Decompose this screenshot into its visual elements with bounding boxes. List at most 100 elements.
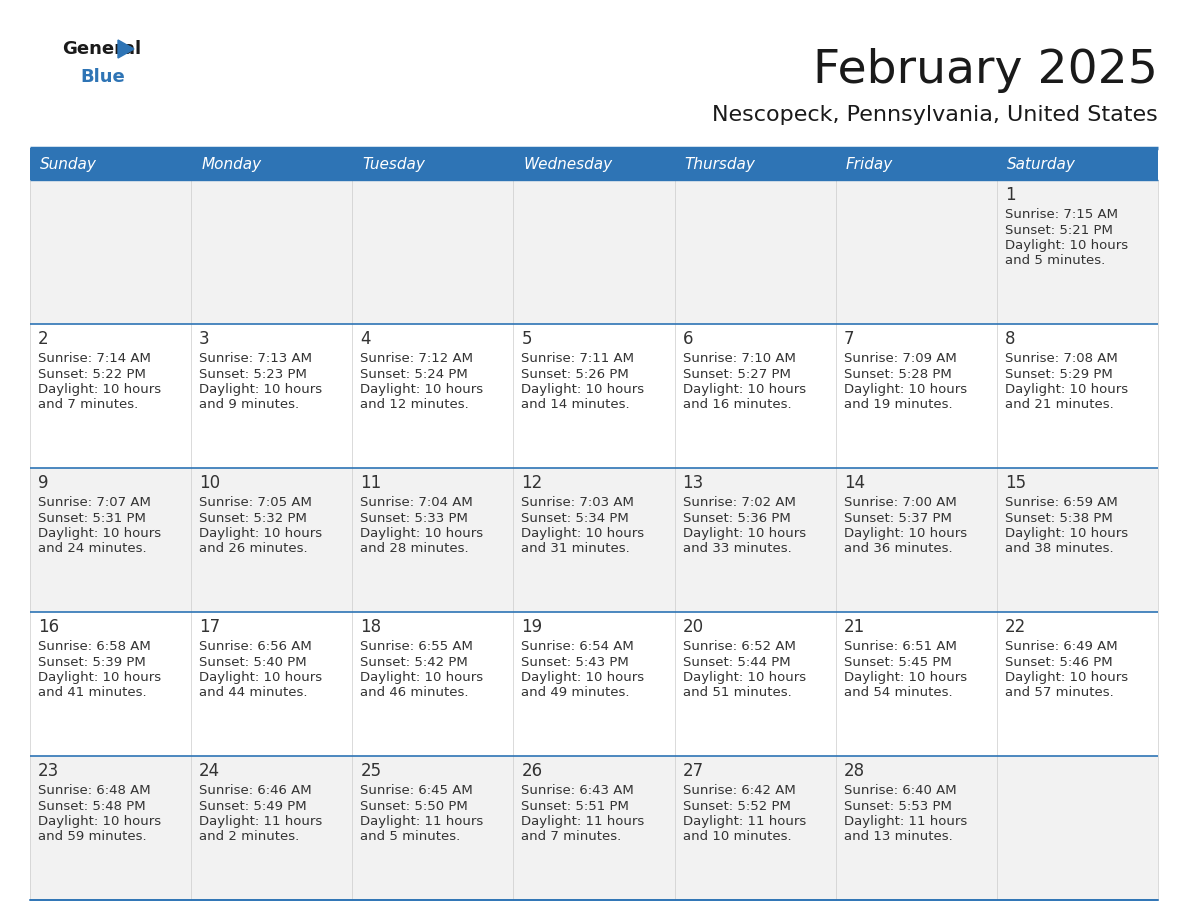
Text: Friday: Friday [846, 156, 893, 172]
Text: and 10 minutes.: and 10 minutes. [683, 831, 791, 844]
Text: and 5 minutes.: and 5 minutes. [1005, 254, 1105, 267]
Text: February 2025: February 2025 [813, 48, 1158, 93]
Text: Daylight: 10 hours: Daylight: 10 hours [360, 671, 484, 684]
Text: Daylight: 10 hours: Daylight: 10 hours [683, 527, 805, 540]
Text: Sunrise: 7:15 AM: Sunrise: 7:15 AM [1005, 208, 1118, 221]
Bar [675, 468, 835, 612]
Text: Sunrise: 7:10 AM: Sunrise: 7:10 AM [683, 352, 796, 365]
Bar [30, 756, 191, 900]
Text: Daylight: 10 hours: Daylight: 10 hours [38, 527, 162, 540]
Text: Sunrise: 6:58 AM: Sunrise: 6:58 AM [38, 640, 151, 653]
Text: 3: 3 [200, 330, 210, 348]
Text: and 19 minutes.: and 19 minutes. [843, 398, 953, 411]
Text: 16: 16 [38, 618, 59, 636]
Text: Sunrise: 6:56 AM: Sunrise: 6:56 AM [200, 640, 312, 653]
Text: Thursday: Thursday [684, 156, 756, 172]
Bar [191, 148, 353, 180]
Text: and 38 minutes.: and 38 minutes. [1005, 543, 1113, 555]
Text: and 57 minutes.: and 57 minutes. [1005, 687, 1113, 700]
Text: and 21 minutes.: and 21 minutes. [1005, 398, 1113, 411]
Text: Wednesday: Wednesday [524, 156, 613, 172]
Bar [835, 756, 997, 900]
Text: Sunset: 5:24 PM: Sunset: 5:24 PM [360, 367, 468, 380]
Text: Sunset: 5:49 PM: Sunset: 5:49 PM [200, 800, 307, 812]
Text: 2: 2 [38, 330, 49, 348]
Bar [191, 180, 353, 324]
Bar [30, 468, 191, 612]
Text: Sunrise: 6:46 AM: Sunrise: 6:46 AM [200, 784, 311, 797]
Text: 21: 21 [843, 618, 865, 636]
Text: Sunset: 5:37 PM: Sunset: 5:37 PM [843, 511, 952, 524]
Text: Sunset: 5:46 PM: Sunset: 5:46 PM [1005, 655, 1112, 668]
Text: Sunset: 5:42 PM: Sunset: 5:42 PM [360, 655, 468, 668]
Bar [191, 612, 353, 756]
Bar [997, 324, 1158, 468]
Text: 5: 5 [522, 330, 532, 348]
Text: Sunrise: 7:03 AM: Sunrise: 7:03 AM [522, 496, 634, 509]
Text: Sunrise: 7:00 AM: Sunrise: 7:00 AM [843, 496, 956, 509]
Bar [675, 324, 835, 468]
Text: 24: 24 [200, 762, 220, 780]
Text: Daylight: 10 hours: Daylight: 10 hours [200, 527, 322, 540]
Bar [353, 612, 513, 756]
Text: 20: 20 [683, 618, 703, 636]
Text: 25: 25 [360, 762, 381, 780]
Bar [513, 180, 675, 324]
Bar [675, 148, 835, 180]
Text: Daylight: 10 hours: Daylight: 10 hours [843, 383, 967, 396]
Text: 19: 19 [522, 618, 543, 636]
Text: Daylight: 11 hours: Daylight: 11 hours [360, 815, 484, 828]
Text: Sunset: 5:53 PM: Sunset: 5:53 PM [843, 800, 952, 812]
Text: Sunrise: 7:05 AM: Sunrise: 7:05 AM [200, 496, 312, 509]
Text: Daylight: 10 hours: Daylight: 10 hours [522, 527, 645, 540]
Text: Daylight: 10 hours: Daylight: 10 hours [38, 815, 162, 828]
Bar [30, 180, 191, 324]
Text: Daylight: 10 hours: Daylight: 10 hours [683, 383, 805, 396]
Bar [513, 612, 675, 756]
Text: and 41 minutes.: and 41 minutes. [38, 687, 146, 700]
Text: Daylight: 10 hours: Daylight: 10 hours [200, 671, 322, 684]
Text: 27: 27 [683, 762, 703, 780]
Bar [353, 468, 513, 612]
Text: Sunrise: 6:40 AM: Sunrise: 6:40 AM [843, 784, 956, 797]
Text: and 31 minutes.: and 31 minutes. [522, 543, 630, 555]
Text: Daylight: 10 hours: Daylight: 10 hours [200, 383, 322, 396]
Text: and 13 minutes.: and 13 minutes. [843, 831, 953, 844]
Text: Sunrise: 6:51 AM: Sunrise: 6:51 AM [843, 640, 956, 653]
Text: and 5 minutes.: and 5 minutes. [360, 831, 461, 844]
Text: Daylight: 10 hours: Daylight: 10 hours [1005, 383, 1127, 396]
Text: 6: 6 [683, 330, 693, 348]
Text: Saturday: Saturday [1007, 156, 1075, 172]
Text: and 59 minutes.: and 59 minutes. [38, 831, 146, 844]
Text: Daylight: 10 hours: Daylight: 10 hours [360, 527, 484, 540]
Text: and 49 minutes.: and 49 minutes. [522, 687, 630, 700]
Text: Sunrise: 7:09 AM: Sunrise: 7:09 AM [843, 352, 956, 365]
Text: Sunset: 5:21 PM: Sunset: 5:21 PM [1005, 223, 1113, 237]
Text: Sunset: 5:51 PM: Sunset: 5:51 PM [522, 800, 630, 812]
Text: and 28 minutes.: and 28 minutes. [360, 543, 469, 555]
Text: Nescopeck, Pennsylvania, United States: Nescopeck, Pennsylvania, United States [713, 105, 1158, 125]
Text: Sunrise: 7:11 AM: Sunrise: 7:11 AM [522, 352, 634, 365]
Text: Sunset: 5:33 PM: Sunset: 5:33 PM [360, 511, 468, 524]
Text: Daylight: 10 hours: Daylight: 10 hours [1005, 527, 1127, 540]
Text: and 7 minutes.: and 7 minutes. [522, 831, 621, 844]
Text: Daylight: 11 hours: Daylight: 11 hours [522, 815, 645, 828]
Text: Sunset: 5:43 PM: Sunset: 5:43 PM [522, 655, 630, 668]
Bar [30, 324, 191, 468]
Text: Tuesday: Tuesday [362, 156, 425, 172]
Text: Daylight: 10 hours: Daylight: 10 hours [1005, 671, 1127, 684]
Bar [835, 180, 997, 324]
Text: and 51 minutes.: and 51 minutes. [683, 687, 791, 700]
Text: Sunset: 5:45 PM: Sunset: 5:45 PM [843, 655, 952, 668]
Text: and 14 minutes.: and 14 minutes. [522, 398, 630, 411]
Text: and 36 minutes.: and 36 minutes. [843, 543, 953, 555]
Polygon shape [118, 40, 134, 58]
Text: and 26 minutes.: and 26 minutes. [200, 543, 308, 555]
Text: 4: 4 [360, 330, 371, 348]
Text: Sunrise: 7:08 AM: Sunrise: 7:08 AM [1005, 352, 1118, 365]
Text: Sunrise: 6:43 AM: Sunrise: 6:43 AM [522, 784, 634, 797]
Text: Sunset: 5:34 PM: Sunset: 5:34 PM [522, 511, 630, 524]
Text: Sunset: 5:50 PM: Sunset: 5:50 PM [360, 800, 468, 812]
Text: 10: 10 [200, 474, 220, 492]
Text: Sunrise: 7:02 AM: Sunrise: 7:02 AM [683, 496, 796, 509]
